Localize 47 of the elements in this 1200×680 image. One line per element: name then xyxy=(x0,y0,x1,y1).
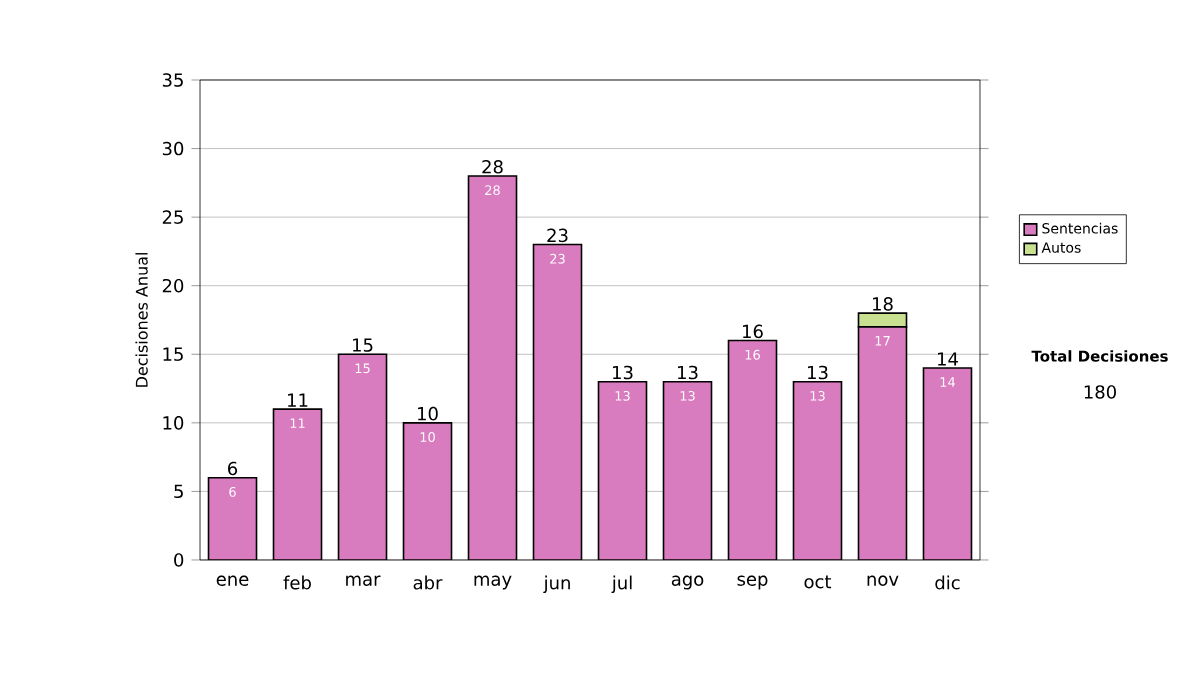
x-tick-label: sep xyxy=(737,575,768,590)
x-tick-label: mar xyxy=(346,575,381,586)
bar xyxy=(338,354,387,560)
total-label: 10 xyxy=(418,406,438,421)
bar xyxy=(598,381,647,560)
x-tick-label: ago xyxy=(671,575,704,590)
x-tick-label: may xyxy=(474,575,512,590)
y-tick-label: 30 xyxy=(162,141,184,156)
bar xyxy=(858,326,907,560)
y-tick-label: 25 xyxy=(162,210,183,224)
total-label: 11 xyxy=(288,393,308,407)
x-tick-label: dic xyxy=(935,575,960,590)
x-tick-label: ene xyxy=(216,575,249,586)
total-label: 13 xyxy=(808,365,828,380)
total-label: 18 xyxy=(873,297,893,311)
total-label: 15 xyxy=(353,338,373,352)
x-tick-label: oct xyxy=(804,575,832,589)
y-tick-label: 20 xyxy=(162,278,184,293)
x-tick-label: feb xyxy=(283,575,311,590)
total-label: 14 xyxy=(938,352,958,366)
y-axis-title: Decisiones Anual xyxy=(135,253,148,387)
bar xyxy=(273,409,322,560)
total-label: 23 xyxy=(547,228,568,243)
total-label: 16 xyxy=(743,324,763,339)
x-tick-label: jul xyxy=(611,575,632,593)
x-tick-label: abr xyxy=(413,575,443,590)
y-tick-label: 35 xyxy=(162,73,183,87)
bar xyxy=(403,422,452,560)
total-label: 13 xyxy=(678,365,698,380)
text: 180 xyxy=(1084,385,1116,399)
bar xyxy=(533,244,582,560)
bar xyxy=(857,312,908,328)
y-tick-label: 5 xyxy=(174,484,183,499)
bar xyxy=(663,381,712,560)
total-label: 13 xyxy=(613,365,633,380)
bar xyxy=(468,175,517,560)
y-tick-label: 0 xyxy=(174,553,184,567)
y-tick-label: 10 xyxy=(163,416,184,430)
bar xyxy=(728,340,777,560)
total-label: 28 xyxy=(482,159,503,174)
x-tick-label: jun xyxy=(543,575,570,593)
x-tick-label: nov xyxy=(867,575,899,586)
bar xyxy=(793,381,842,560)
y-tick-label: 15 xyxy=(163,347,183,361)
bar xyxy=(208,477,257,560)
bar xyxy=(922,367,973,560)
total-label: 6 xyxy=(228,461,238,476)
